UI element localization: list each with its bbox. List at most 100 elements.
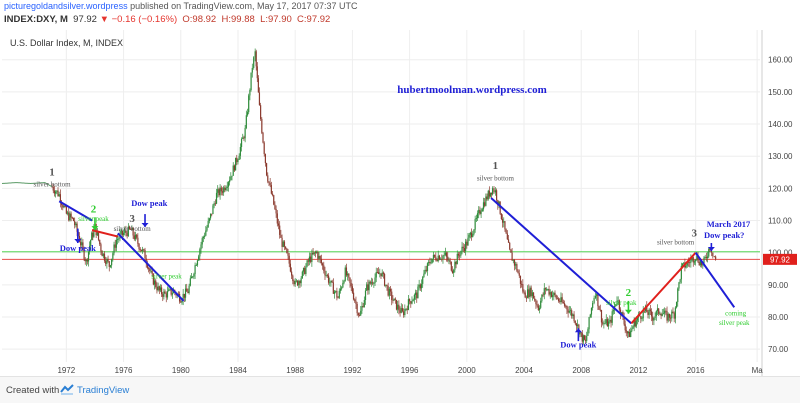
candle-body	[192, 276, 194, 278]
candle-body	[517, 270, 519, 274]
candle-body	[516, 264, 518, 271]
candle-body	[592, 303, 594, 308]
price-chart[interactable]: U.S. Dollar Index, M, INDEX hubertmoolma…	[1, 30, 798, 376]
candle-body	[624, 324, 626, 331]
candle-body	[548, 289, 550, 295]
candle-body	[597, 293, 599, 307]
candle-body	[565, 305, 567, 307]
candle-body	[260, 105, 262, 119]
candle-body	[641, 318, 643, 320]
candle-body	[208, 218, 210, 222]
chart-area[interactable]: U.S. Dollar Index, M, INDEX hubertmoolma…	[1, 30, 798, 376]
candle-body	[541, 294, 543, 301]
quote-line: INDEX:DXY, M 97.92 ▼ −0.16 (−0.16%) O:98…	[4, 14, 330, 25]
candle-body	[156, 286, 158, 291]
candle-body	[588, 317, 590, 330]
candle-body	[505, 229, 507, 234]
candle-body	[675, 302, 678, 308]
candle-body	[680, 265, 682, 280]
annotation-arrowhead	[574, 328, 582, 333]
candle-body	[530, 287, 532, 297]
candle-body	[599, 309, 601, 311]
annotation-label: Dow peak	[60, 243, 96, 253]
candle-body	[184, 288, 187, 298]
candle-body	[475, 218, 477, 220]
horizontal-lines	[2, 251, 760, 260]
candle-body	[580, 332, 582, 334]
candle-body	[261, 118, 263, 133]
candle-body	[594, 296, 597, 298]
candle-body	[133, 235, 135, 240]
candle-body	[596, 293, 598, 297]
candle-body	[537, 305, 539, 310]
candle-body	[189, 278, 191, 286]
candle-body	[590, 307, 593, 315]
candle-body	[499, 201, 501, 214]
candle-body	[486, 196, 488, 200]
candle-body	[114, 244, 116, 248]
candle-body	[634, 320, 636, 327]
candle-body	[298, 280, 300, 286]
candle-body	[678, 282, 680, 289]
candle-body	[604, 323, 606, 325]
candle-body	[573, 314, 575, 321]
candle-body	[584, 339, 587, 341]
candle-body	[654, 316, 656, 318]
x-tick-label: 1980	[172, 366, 190, 375]
x-tick-label: 1996	[401, 366, 419, 375]
candle-body	[106, 258, 108, 264]
annotation-label: 1	[493, 160, 499, 172]
candle-body	[337, 297, 339, 299]
footer: Created with TradingView	[0, 376, 800, 403]
candle-body	[362, 306, 364, 308]
candle-body	[697, 255, 699, 262]
candle-body	[354, 299, 356, 302]
candle-body	[479, 209, 481, 214]
candle-body	[431, 258, 433, 263]
candle-body	[326, 275, 328, 276]
candle-body	[349, 277, 351, 284]
candle-body	[432, 254, 435, 259]
candle-body	[63, 205, 65, 208]
candle-body	[526, 289, 529, 298]
candle-body	[248, 95, 250, 113]
y-tick-label: 100.00	[768, 249, 793, 258]
candle-body	[449, 260, 451, 262]
tradingview-link[interactable]: TradingView	[77, 385, 130, 396]
candle-body	[704, 256, 706, 258]
candle-body	[313, 252, 315, 255]
candle-body	[263, 142, 265, 155]
candle-body	[277, 223, 280, 226]
candle-body	[560, 297, 562, 302]
candle-body	[668, 313, 671, 318]
publisher-link[interactable]: picturegoldandsilver.wordpress	[4, 1, 128, 11]
candle-body	[319, 256, 321, 259]
candle-body	[473, 229, 475, 235]
annotation-label: coming	[725, 309, 746, 317]
candle-body	[445, 252, 448, 257]
candle-body	[293, 281, 295, 285]
candle-body	[470, 232, 473, 237]
candle-body	[58, 194, 60, 197]
candle-body	[254, 51, 256, 58]
candle-body	[155, 280, 157, 287]
candle-body	[283, 241, 286, 247]
candle-body	[206, 226, 208, 231]
candle-body	[382, 272, 384, 274]
candle-body	[342, 282, 344, 288]
candle-body	[485, 196, 487, 206]
candle-body	[217, 189, 219, 193]
candle-body	[68, 212, 70, 221]
candle-body	[256, 66, 258, 79]
candle-body	[166, 291, 169, 298]
candle-body	[441, 258, 443, 260]
candle-body	[506, 233, 508, 240]
candle-body	[559, 301, 561, 302]
candle-body	[134, 234, 137, 240]
candle-body	[391, 291, 393, 301]
candle-body	[547, 289, 549, 290]
candle-body	[199, 249, 201, 257]
candle-body	[225, 188, 227, 191]
annotation-label: Dow peak	[560, 340, 596, 350]
x-tick-label: Ma	[752, 366, 764, 375]
